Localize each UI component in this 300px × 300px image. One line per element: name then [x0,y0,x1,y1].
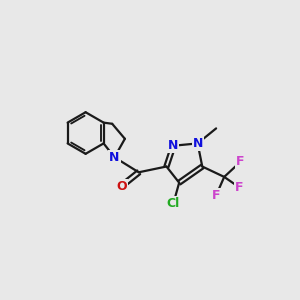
Text: O: O [116,180,127,193]
Text: N: N [193,137,203,150]
Text: F: F [212,189,220,202]
Text: F: F [236,155,244,168]
Text: N: N [109,151,120,164]
Text: F: F [235,181,244,194]
Text: N: N [168,139,178,152]
Text: Cl: Cl [167,197,180,210]
